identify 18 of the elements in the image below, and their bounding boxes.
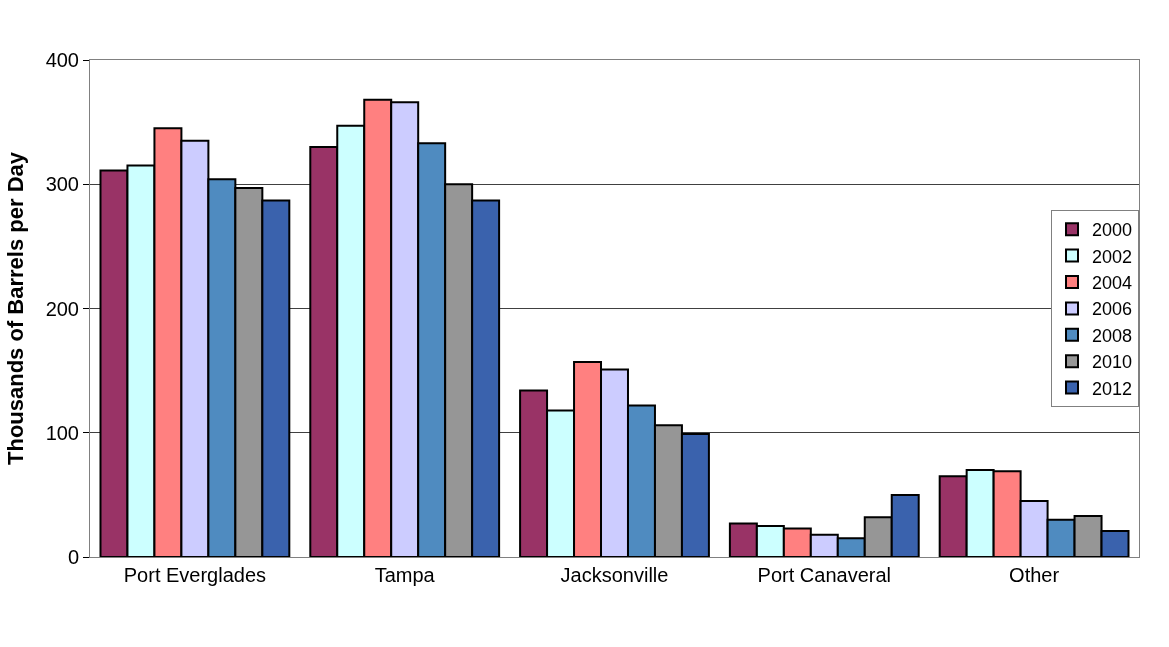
legend-label: 2004 [1092,273,1133,294]
legend-label: 2000 [1092,220,1133,241]
y-tick-label: 0 [67,546,79,568]
x-tick-label: Port Canaveral [757,564,891,586]
legend-label: 2002 [1092,246,1133,267]
legend-label: 2010 [1092,352,1133,373]
y-tick-label: 200 [45,297,79,320]
x-tick-label: Port Everglades [123,564,267,586]
y-tick-label: 400 [45,49,79,71]
y-axis-title: Thousands of Barrels per Day [3,151,29,465]
legend-label: 2012 [1092,378,1133,399]
legend-label: 2006 [1092,299,1133,320]
x-tick-label: Tampa [374,564,436,586]
x-tick-label: Other [1009,564,1060,586]
y-tick-label: 300 [45,173,79,196]
legend-label: 2008 [1092,325,1133,346]
x-tick-label: Jacksonville [560,564,669,586]
y-tick-label: 100 [45,421,79,444]
